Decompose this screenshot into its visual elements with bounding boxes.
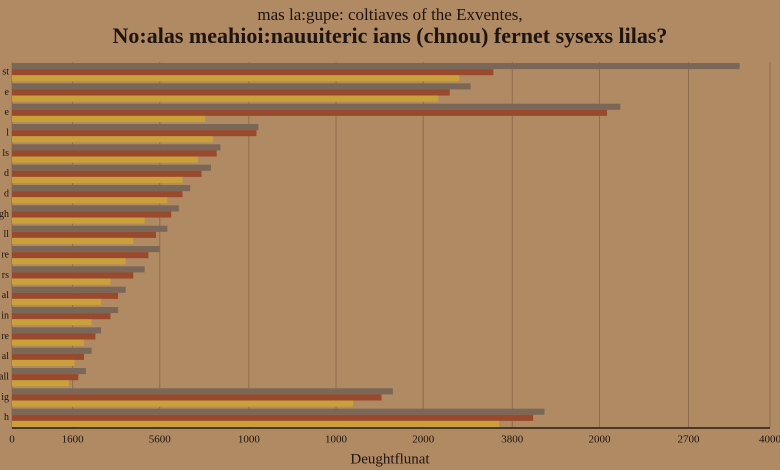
bar [12,130,257,137]
x-tick-label: 3800 [501,434,524,446]
bar [12,124,259,131]
x-axis-label: Deughtflunat [350,451,430,467]
y-tick-label: re [1,249,9,260]
bar [12,327,102,334]
bar [12,286,126,293]
bar [12,368,86,375]
y-tick-label: al [2,351,9,362]
bar [12,272,134,279]
bar [12,75,460,82]
y-tick-label: gh [0,209,9,220]
bar [12,374,79,381]
y-tick-label: e [5,87,10,98]
bar [12,266,145,273]
bar [12,144,221,151]
bar [12,388,393,395]
bar [12,231,157,238]
bar [12,191,183,198]
bar [12,63,740,70]
bar [12,380,69,387]
y-tick-label: all [0,371,9,382]
bar [12,176,183,183]
bar [12,298,102,305]
x-tick-label: 5600 [149,434,172,446]
bar [12,307,119,314]
bar [12,353,85,360]
bar [12,408,545,415]
x-tick-label: 1600 [62,434,85,446]
bar [12,246,160,253]
bar [12,292,119,299]
y-tick-label: d [4,168,9,179]
bar [12,211,172,218]
bar [12,156,198,163]
bar [12,258,126,265]
bar [12,319,92,326]
x-tick-label: 2000 [588,434,611,446]
bar [12,150,217,157]
bar [12,347,92,354]
bar [12,333,96,340]
bar [12,420,500,427]
bar [12,115,206,122]
bar [12,400,354,407]
bar [12,225,168,232]
bar [12,205,179,212]
y-tick-label: re [1,331,9,342]
chart-subtitle: No:alas meahioi:nauuiteric ians (chnou) … [113,23,668,48]
x-tick-label: 0 [9,434,15,446]
y-tick-label: d [4,188,9,199]
x-tick-label: 4000 [759,434,780,446]
bar [12,109,608,116]
y-tick-label: al [2,290,9,301]
y-tick-label: h [4,412,9,423]
y-tick-label: l [6,127,9,138]
bar [12,217,145,224]
y-tick-label: rs [2,270,9,281]
bar [12,185,191,192]
y-tick-label: st [2,66,9,77]
chart-title: mas la:gupe: coltiaves of the Exventes, [257,5,522,24]
x-tick-label: 1000 [325,434,348,446]
bar [12,237,134,244]
y-tick-label: ig [1,392,9,403]
bar [12,359,75,366]
x-tick-label: 2700 [678,434,701,446]
bar [12,95,439,102]
x-tick-label: 2000 [412,434,435,446]
bar [12,89,450,96]
bar [12,414,534,421]
bar [12,278,111,285]
bar [12,252,149,259]
bar [12,394,382,401]
bar [12,69,494,76]
bar [12,197,168,204]
bar [12,136,213,143]
y-tick-label: ll [3,229,9,240]
y-tick-label: e [5,107,10,118]
bar [12,170,202,177]
bar [12,103,621,110]
y-tick-label: ls [2,148,9,159]
bar [12,83,471,90]
bar [12,164,211,171]
bar [12,339,85,346]
x-tick-label: 1000 [238,434,261,446]
bar [12,313,111,320]
y-tick-label: in [1,310,9,321]
